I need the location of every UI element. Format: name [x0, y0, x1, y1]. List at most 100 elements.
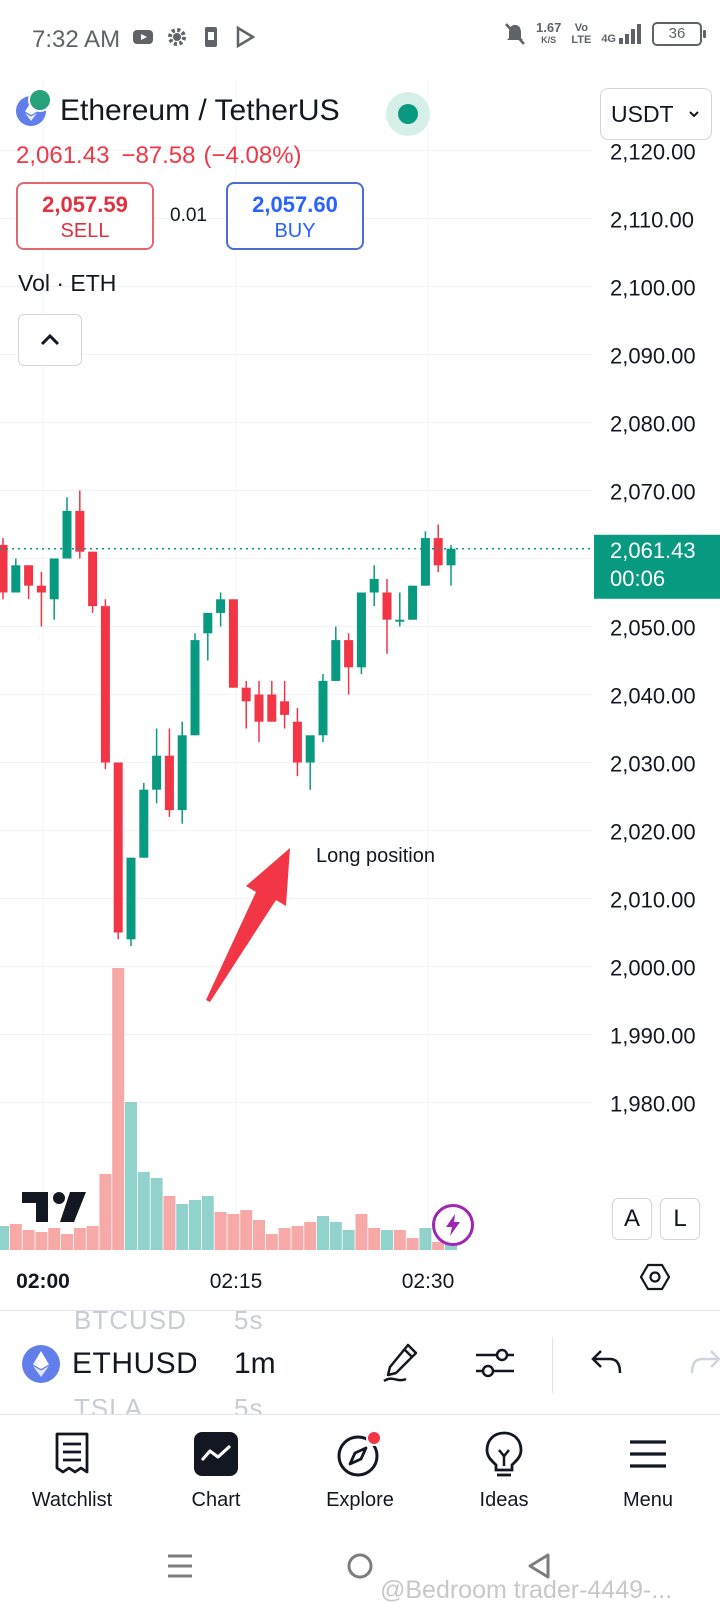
buy-label: BUY	[274, 220, 316, 242]
undo-icon[interactable]	[590, 1347, 624, 1377]
volume-bar	[99, 1174, 112, 1250]
volume-bar	[150, 1178, 163, 1250]
nav-explore-label: Explore	[326, 1489, 394, 1511]
price-axis-label: 2,070.00	[610, 480, 696, 505]
candle-body	[36, 585, 46, 593]
back-icon[interactable]	[526, 1552, 552, 1580]
nav-ideas[interactable]: Ideas	[434, 1429, 574, 1512]
time-axis-label: 02:00	[16, 1270, 70, 1293]
last-price-tag	[594, 534, 720, 599]
candle-body	[356, 592, 366, 668]
battery-indicator: 36	[652, 22, 706, 46]
price-axis-label: 2,090.00	[610, 344, 696, 369]
status-app-icons	[132, 26, 256, 48]
home-icon[interactable]	[346, 1552, 374, 1580]
nav-chart[interactable]: Chart	[146, 1429, 286, 1512]
candle-body	[113, 762, 123, 933]
watermark: @Bedroom trader-4449-...	[380, 1576, 673, 1604]
symbol-selector[interactable]: ETHUSDT	[72, 1347, 196, 1380]
volume-bar	[214, 1212, 227, 1250]
menu-icon	[630, 1440, 666, 1468]
volume-bar	[189, 1200, 201, 1250]
nav-ideas-label: Ideas	[479, 1489, 529, 1511]
volume-bar	[432, 1242, 445, 1250]
ethereum-symbol-icon	[22, 1345, 60, 1383]
auto-scale-button[interactable]: A	[612, 1198, 652, 1240]
chart-area[interactable]: 2,120.00 2,110.00 2,100.00 2,090.00 2,080.00…	[0, 80, 720, 1310]
recent-apps-icon[interactable]	[166, 1552, 194, 1580]
system-navigation-bar	[0, 1534, 720, 1612]
candle-body	[152, 755, 162, 790]
time-axis-label: 02:30	[402, 1270, 455, 1293]
volume-bar	[163, 1196, 176, 1250]
price-axis-label: 2,040.00	[610, 684, 696, 709]
price-change-line: 2,061.43 −87.58 (−4.08%)	[16, 142, 314, 170]
play-store-icon	[236, 26, 256, 48]
tether-logo-icon	[28, 88, 52, 112]
volume-bar	[291, 1226, 304, 1250]
collapse-legend-button[interactable]	[18, 314, 82, 366]
candle-body	[11, 565, 21, 593]
symbol-header[interactable]: Ethereum / TetherUS	[16, 88, 340, 128]
volume-bar	[265, 1234, 278, 1250]
market-open-indicator[interactable]	[386, 92, 430, 136]
nav-watchlist[interactable]: Watchlist	[2, 1429, 142, 1512]
signal-bars-icon	[619, 24, 641, 44]
volume-bar	[0, 1226, 9, 1250]
currency-selector[interactable]: USDT	[600, 88, 712, 140]
ethereum-logo-icon	[16, 88, 52, 126]
volume-bar	[253, 1220, 265, 1250]
chart-settings-icon[interactable]	[640, 1262, 670, 1292]
price-axis-label: 2,000.00	[610, 956, 696, 981]
candle-body	[344, 640, 354, 668]
status-bar: 7:32 AM 1.67 K/S Vo LTE 4G 36	[0, 0, 720, 80]
price-axis-label: 2,030.00	[610, 752, 696, 777]
indicators-settings-icon[interactable]	[474, 1341, 516, 1385]
nav-explore[interactable]: Explore	[290, 1429, 430, 1512]
network-speed: 1.67 K/S	[536, 20, 562, 45]
volume-bar	[137, 1172, 150, 1250]
drawing-tools-icon[interactable]	[380, 1341, 424, 1385]
volume-bar	[355, 1214, 368, 1250]
log-scale-button[interactable]: L	[660, 1198, 700, 1240]
price-axis-label: 2,110.00	[610, 208, 694, 233]
candle-body	[292, 721, 302, 763]
price-chart[interactable]: 2,120.00 2,110.00 2,100.00 2,090.00 2,080.00…	[0, 80, 720, 1310]
sell-label: SELL	[60, 220, 110, 242]
time-axis-label: 02:15	[210, 1270, 263, 1293]
candle-body	[0, 544, 8, 593]
volume-bar	[381, 1230, 393, 1250]
annotation-arrow	[206, 848, 290, 1002]
volume-bar	[240, 1210, 253, 1250]
status-time: 7:32 AM	[32, 26, 121, 53]
candle-body	[369, 578, 379, 593]
next-interval-ghost: 5s	[234, 1393, 264, 1414]
volume-indicator-label[interactable]: Vol · ETH	[18, 270, 117, 296]
gear-icon	[168, 28, 186, 46]
sell-price: 2,057.59	[42, 192, 128, 217]
volume-bar	[393, 1230, 406, 1250]
volume-bar	[176, 1204, 189, 1250]
candle-body	[88, 551, 98, 607]
candle-body	[408, 585, 418, 620]
signal-indicator: 4G	[601, 23, 642, 45]
buy-button[interactable]: 2,057.60 BUY	[226, 182, 364, 250]
next-symbol-ghost: TSLA	[74, 1393, 144, 1414]
candle-body	[139, 789, 149, 858]
volume-bar	[406, 1238, 419, 1250]
candle-body	[446, 548, 456, 566]
price-change-percent: (−4.08%)	[203, 142, 302, 169]
nav-menu[interactable]: Menu	[578, 1429, 718, 1512]
volume-bar	[48, 1228, 61, 1250]
candle-body	[305, 735, 315, 763]
last-price-label: 2,061.43	[610, 538, 696, 563]
price-axis-label: 2,010.00	[610, 888, 696, 913]
signal-type: 4G	[601, 33, 616, 45]
redo-icon[interactable]	[688, 1347, 720, 1377]
quick-actions-button[interactable]	[432, 1204, 474, 1246]
annotation-text: Long position	[316, 845, 435, 867]
interval-selector[interactable]: 1m	[234, 1347, 276, 1380]
sell-button[interactable]: 2,057.59 SELL	[16, 182, 154, 250]
symbol-title[interactable]: Ethereum / TetherUS	[60, 94, 340, 127]
lightning-icon	[446, 1214, 460, 1236]
